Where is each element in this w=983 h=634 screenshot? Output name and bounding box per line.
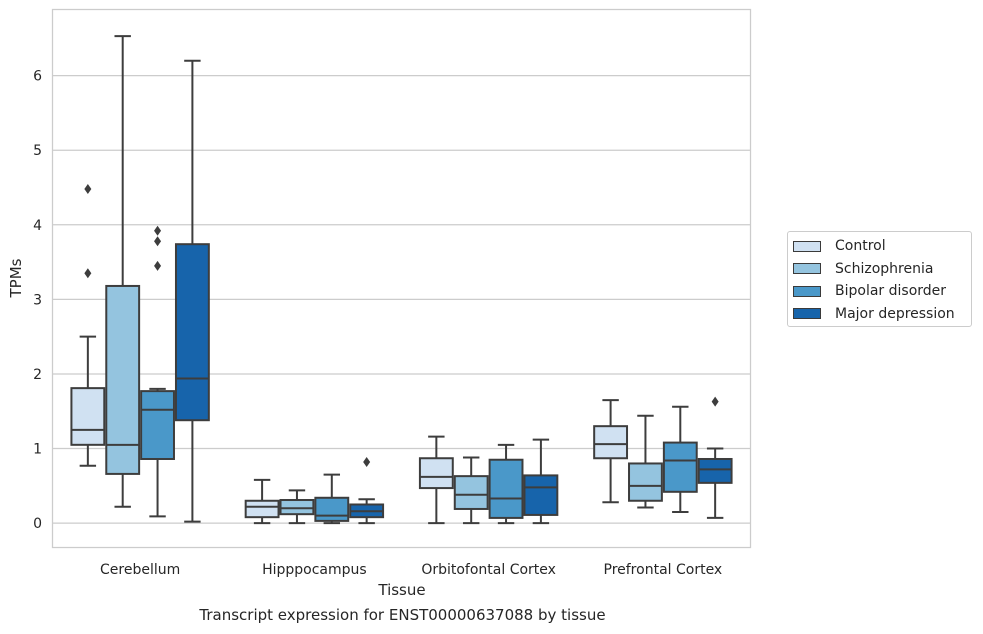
box-iqr: [105, 284, 141, 475]
outlier-point: [363, 456, 371, 467]
box-schizophrenia: [105, 35, 141, 508]
outlier-point: [711, 396, 719, 407]
box-iqr: [662, 441, 698, 493]
y-tick-label: 6: [33, 69, 42, 85]
outlier-point: [84, 184, 92, 194]
box-bipolar-disorder: [140, 225, 175, 518]
box-control: [244, 478, 280, 525]
y-tick-label: 2: [33, 367, 42, 383]
box-iqr: [174, 243, 210, 422]
boxes: [70, 35, 733, 525]
box-iqr: [628, 462, 663, 502]
x-tick-labels: Cerebellum Hipppocampus Orbitofontal Corte…: [100, 562, 722, 578]
box-bipolar-disorder: [314, 473, 350, 525]
box-control: [418, 435, 454, 525]
box-iqr: [244, 499, 280, 519]
box-bipolar-disorder: [662, 405, 698, 513]
box-iqr: [418, 457, 454, 490]
legend-label: Bipolar disorder: [835, 283, 947, 299]
legend-label: Control: [835, 238, 886, 254]
y-tick-label: 1: [33, 442, 42, 458]
plot-frame: [51, 8, 752, 549]
box-iqr: [140, 390, 175, 460]
box-schizophrenia: [453, 456, 489, 525]
y-axis-label: TPMs: [7, 258, 25, 298]
legend-label: Schizophrenia: [835, 260, 934, 277]
outlier-point: [154, 260, 162, 271]
x-tick-label: Prefrontal Cortex: [604, 562, 723, 578]
outlier-point: [84, 268, 92, 279]
outlier-point: [154, 236, 162, 247]
outlier-point: [154, 225, 162, 236]
y-tick-labels: 0 1 2 3 4 5 6: [33, 69, 42, 533]
legend-item: Control: [793, 237, 886, 255]
x-tick-label: Orbitofontal Cortex: [421, 562, 556, 578]
box-iqr: [697, 457, 733, 484]
box-major-depression: [349, 456, 385, 525]
y-tick-label: 3: [33, 292, 42, 308]
y-tick-label: 4: [33, 218, 42, 234]
legend-label: Major depression: [835, 305, 955, 322]
box-schizophrenia: [628, 414, 663, 509]
x-tick-label: Hipppocampus: [262, 562, 367, 578]
legend-swatch: [793, 285, 821, 297]
legend-swatch: [793, 263, 821, 274]
y-tick-label: 0: [33, 516, 42, 532]
figure-caption: Transcript expression for ENST0000063708…: [199, 606, 606, 624]
box-control: [70, 184, 106, 467]
box-major-depression: [174, 59, 210, 523]
x-tick-label: Cerebellum: [100, 562, 180, 578]
box-iqr: [488, 458, 524, 519]
box-schizophrenia: [279, 489, 315, 525]
box-major-depression: [523, 438, 559, 525]
box-iqr: [279, 499, 315, 516]
legend-swatch: [793, 308, 821, 319]
box-iqr: [314, 496, 350, 522]
legend: Control Schizophrenia Bipolar disorder Majo…: [787, 231, 972, 327]
box-bipolar-disorder: [488, 443, 524, 525]
box-iqr: [593, 425, 629, 460]
y-tick-label: 5: [33, 143, 42, 159]
legend-item: Bipolar disorder: [793, 282, 946, 300]
box-control: [593, 399, 629, 504]
box-iqr: [453, 475, 489, 510]
legend-swatch: [793, 240, 821, 252]
box-iqr: [70, 387, 106, 446]
legend-item: Major depression: [793, 305, 955, 323]
legend-item: Schizophrenia: [793, 260, 933, 278]
x-axis-label: Tissue: [377, 581, 425, 599]
box-iqr: [523, 474, 559, 516]
box-major-depression: [697, 396, 733, 519]
